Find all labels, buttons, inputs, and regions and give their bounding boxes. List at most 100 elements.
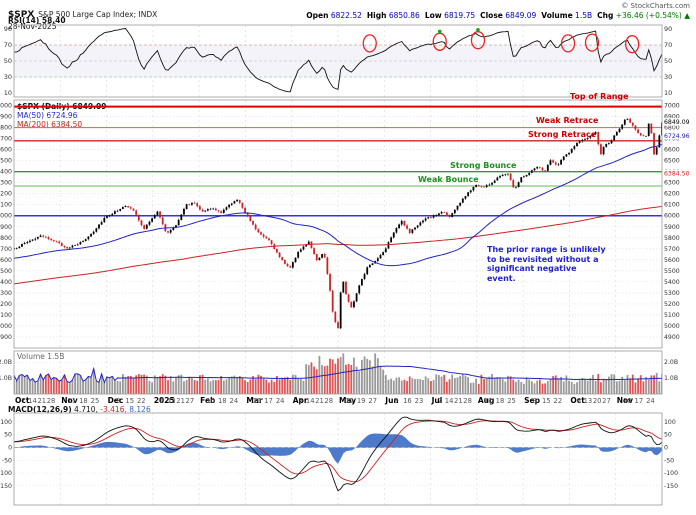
svg-text:7: 7 [21,397,25,405]
svg-text:Apr: Apr [293,396,308,405]
svg-text:6900: 6900 [664,114,680,121]
svg-text:20: 20 [593,397,602,405]
svg-text:70: 70 [664,41,672,49]
svg-text:6100: 6100 [664,202,680,209]
chart-date: 28-Nov-2025 [8,22,57,31]
svg-text:6100: 6100 [0,202,12,209]
svg-text:7000: 7000 [664,103,680,110]
svg-text:5200: 5200 [0,301,12,308]
close-value: 6849.09 [505,11,537,20]
svg-text:Nov: Nov [617,396,633,405]
chg-label: Chg [597,11,614,20]
svg-text:7: 7 [438,397,442,405]
svg-text:6800: 6800 [0,125,12,132]
svg-text:25: 25 [507,397,516,405]
svg-text:17: 17 [635,397,644,405]
svg-text:4900: 4900 [0,334,12,341]
stockcharts-credit: © StockCharts.com [621,2,690,10]
svg-text:7: 7 [299,397,303,405]
ma50-label: MA(50) 6724.96 [17,111,78,120]
svg-text:5100: 5100 [664,312,680,319]
svg-text:10: 10 [4,89,12,97]
svg-text:Jun: Jun [384,396,398,405]
svg-text:6700: 6700 [0,136,12,143]
svg-text:10: 10 [206,397,215,405]
svg-text:21: 21 [37,397,46,405]
svg-text:0: 0 [664,445,668,452]
volume-overlay-label: Volume 1.5B [17,352,65,361]
svg-text:22: 22 [137,397,146,405]
svg-text:Mar: Mar [246,396,263,405]
svg-text:5500: 5500 [0,268,12,275]
svg-text:27: 27 [368,397,377,405]
svg-text:5300: 5300 [0,290,12,297]
svg-text:Oct: Oct [570,396,585,405]
svg-text:18: 18 [79,397,88,405]
svg-text:24: 24 [276,397,285,405]
svg-text:6400: 6400 [0,169,12,176]
svg-text:6200: 6200 [0,191,12,198]
svg-text:Aug: Aug [478,396,495,405]
svg-text:5200: 5200 [664,301,680,308]
svg-text:5700: 5700 [0,246,12,253]
svg-text:17: 17 [264,397,273,405]
svg-text:6500: 6500 [664,158,680,165]
svg-text:5700: 5700 [664,246,680,253]
svg-text:22: 22 [554,397,563,405]
svg-text:13: 13 [584,397,593,405]
ma200-label: MA(200) 6384.50 [17,120,83,129]
svg-text:10: 10 [253,397,262,405]
svg-text:1.0B: 1.0B [664,375,678,382]
svg-text:6800: 6800 [664,125,680,132]
annotation-top-of-range: Top of Range [570,92,629,101]
svg-text:27: 27 [186,397,195,405]
high-label: High [366,11,387,20]
quote-bar: Open 6822.52 High 6850.86 Low 6819.75 Close… [306,11,690,20]
svg-text:-50: -50 [2,457,12,464]
svg-text:11: 11 [484,397,493,405]
svg-text:5500: 5500 [664,268,680,275]
macd-label: MACD(12,26,9) [8,405,72,414]
svg-text:8: 8 [533,397,537,405]
svg-text:6724.96: 6724.96 [664,133,690,140]
svg-text:6600: 6600 [664,147,680,154]
ticker-symbol: $SPX [8,10,35,20]
svg-text:6: 6 [160,397,164,405]
annotation-weak-retrace: Weak Retrace [536,116,599,125]
svg-text:6900: 6900 [0,114,12,121]
svg-text:7000: 7000 [0,103,12,110]
svg-text:50: 50 [664,57,672,65]
svg-text:5600: 5600 [664,257,680,264]
svg-text:28: 28 [463,397,472,405]
svg-text:11: 11 [68,397,77,405]
volume-label: Volume [541,11,573,20]
svg-text:15: 15 [542,397,551,405]
svg-text:-50: -50 [664,457,674,464]
svg-text:24: 24 [646,397,655,405]
svg-text:6600: 6600 [0,147,12,154]
svg-text:6849.09: 6849.09 [664,119,690,126]
svg-text:14: 14 [306,397,315,405]
svg-text:6000: 6000 [0,213,12,220]
svg-text:5400: 5400 [664,279,680,286]
svg-text:6000: 6000 [664,213,680,220]
svg-text:18: 18 [218,397,227,405]
svg-text:27: 27 [602,397,611,405]
svg-text:-150: -150 [664,483,678,490]
svg-text:30: 30 [4,73,12,81]
svg-text:19: 19 [357,397,366,405]
annotation-weak-bounce: Weak Bounce [418,175,479,184]
svg-text:-100: -100 [0,470,12,477]
annotation-strong-bounce: Strong Bounce [450,161,517,170]
svg-text:8: 8 [116,397,120,405]
svg-text:13: 13 [167,397,176,405]
svg-text:24: 24 [230,397,239,405]
svg-text:May: May [339,396,356,405]
svg-text:50: 50 [4,57,12,65]
svg-text:5900: 5900 [0,224,12,231]
svg-text:5400: 5400 [0,279,12,286]
svg-text:50: 50 [4,432,12,439]
svg-text:6200: 6200 [664,191,680,198]
hist-value: 8.126 [129,405,151,414]
